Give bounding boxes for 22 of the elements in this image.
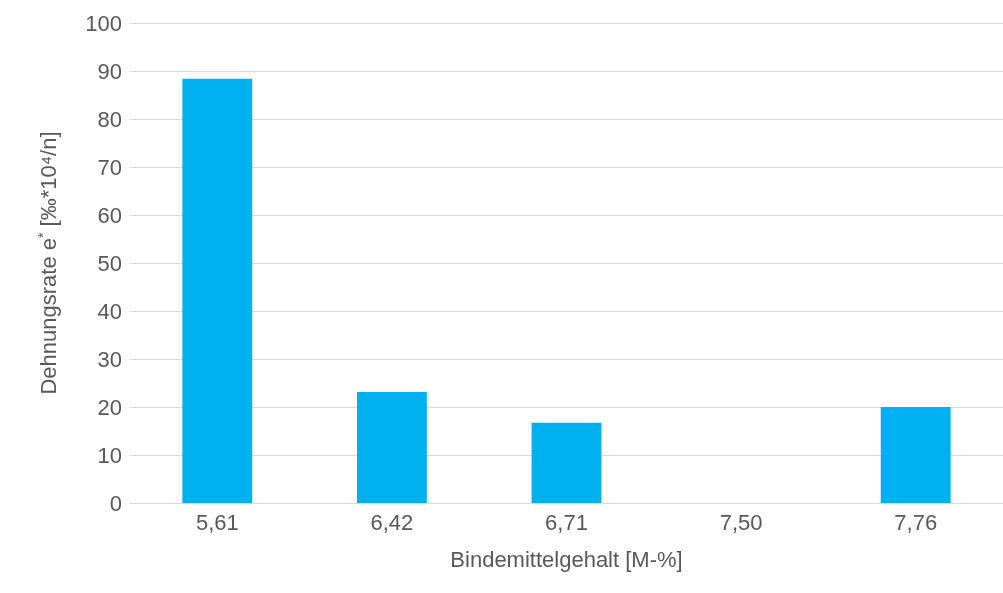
y-tick-label: 60	[97, 202, 122, 228]
y-tick-label: 50	[97, 250, 122, 276]
y-tick-label: 70	[97, 154, 122, 180]
bar	[531, 422, 602, 503]
y-tick-label: 100	[85, 10, 122, 36]
y-tick-label: 10	[97, 442, 122, 468]
bar	[182, 78, 253, 503]
bar	[880, 407, 951, 503]
x-tick-label: 6,42	[370, 509, 414, 535]
y-tick-label: 40	[97, 298, 122, 324]
x-tick-label: 5,61	[195, 509, 239, 535]
y-tick-label: 30	[97, 346, 122, 372]
y-tick-label: 80	[97, 106, 122, 132]
y-tick-label: 0	[109, 490, 122, 516]
x-axis-title: Bindemittelgehalt [M-%]	[450, 546, 683, 572]
x-tick-label: 6,71	[545, 509, 588, 535]
y-tick-label: 20	[97, 394, 122, 420]
x-tick-label: 7,76	[894, 509, 938, 535]
y-tick-label: 90	[97, 58, 122, 84]
bar	[356, 392, 427, 503]
x-tick-label: 7,50	[719, 509, 763, 535]
y-axis-title: Dehnungsrate e* [‰*10⁴/n]	[35, 131, 61, 395]
